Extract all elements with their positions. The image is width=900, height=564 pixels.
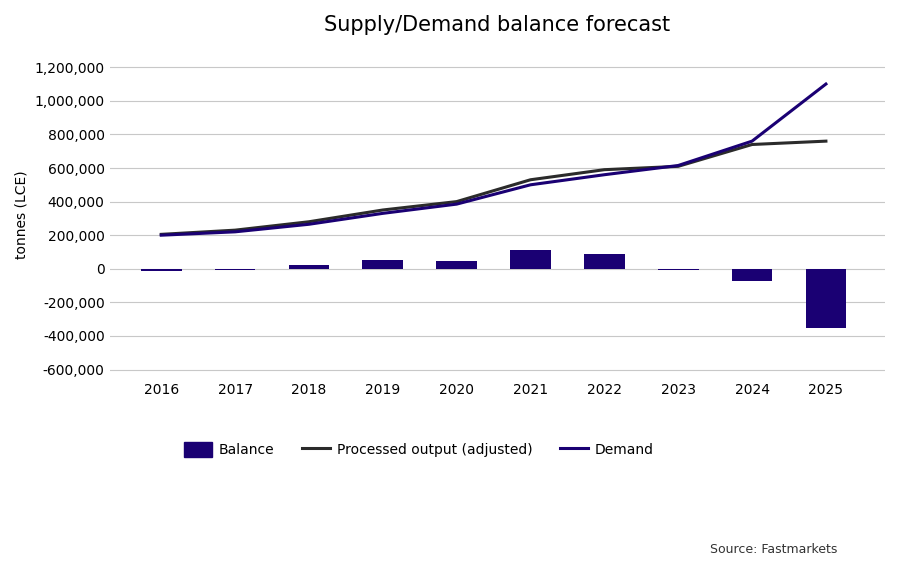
Bar bbox=[215, 269, 256, 271]
Bar bbox=[141, 269, 182, 271]
Bar bbox=[289, 265, 329, 269]
Legend: Balance, Processed output (adjusted), Demand: Balance, Processed output (adjusted), De… bbox=[178, 437, 660, 462]
Y-axis label: tonnes (LCE): tonnes (LCE) bbox=[15, 170, 29, 258]
Bar bbox=[436, 261, 477, 269]
Bar bbox=[806, 269, 846, 328]
Bar bbox=[732, 269, 772, 281]
Bar bbox=[510, 250, 551, 269]
Title: Supply/Demand balance forecast: Supply/Demand balance forecast bbox=[324, 15, 670, 35]
Bar bbox=[658, 269, 698, 271]
Bar bbox=[363, 259, 403, 269]
Text: Source: Fastmarkets: Source: Fastmarkets bbox=[709, 543, 837, 556]
Bar bbox=[584, 254, 625, 269]
